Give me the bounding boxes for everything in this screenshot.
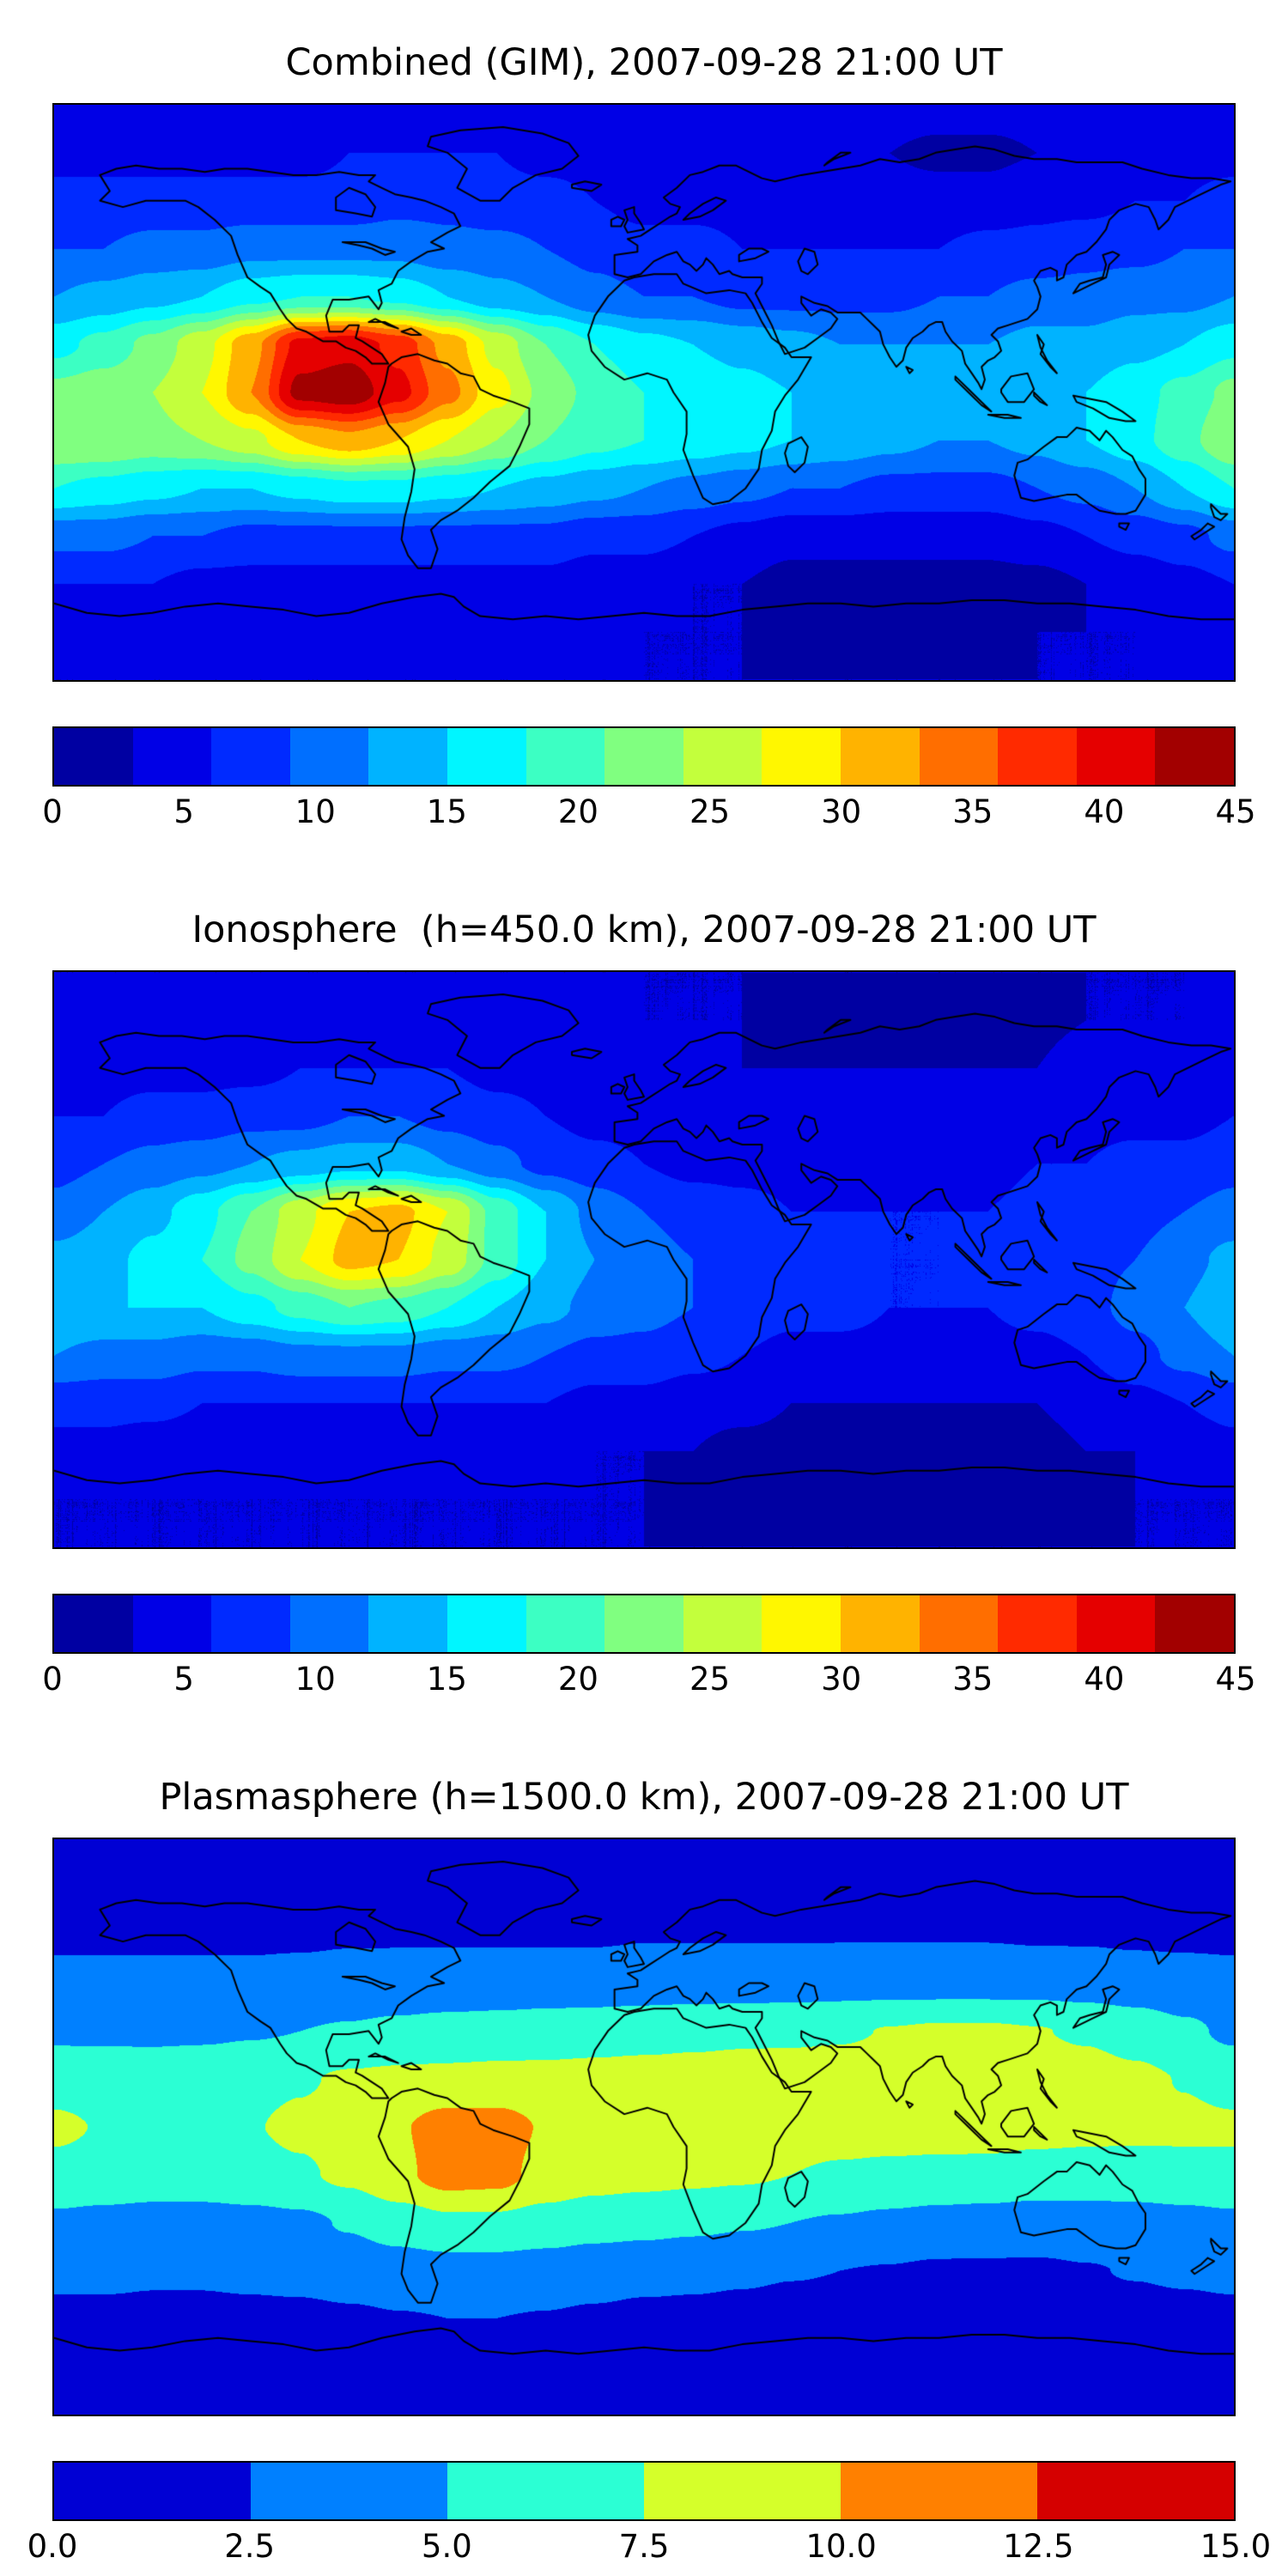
colorbar-tick-label: 35 xyxy=(952,1660,993,1698)
colorbar-segment xyxy=(683,727,762,785)
colorbar-tick-label: 0 xyxy=(42,1660,63,1698)
colorbar-segment xyxy=(998,1595,1077,1652)
colorbar-tick-label: 0.0 xyxy=(27,2527,78,2565)
colorbar-segment xyxy=(919,727,999,785)
colorbar-tick-label: 5.0 xyxy=(421,2527,472,2565)
colorbar-tick-label: 40 xyxy=(1084,793,1125,830)
colorbar-tick-label: 2.5 xyxy=(224,2527,276,2565)
colorbar xyxy=(52,1593,1236,1654)
colorbar-segment xyxy=(211,1595,290,1652)
colorbar-segment xyxy=(1155,727,1234,785)
colorbar-segment xyxy=(1037,2462,1234,2519)
colorbar-tick-label: 10 xyxy=(295,1660,336,1698)
colorbar-segment xyxy=(919,1595,999,1652)
colorbar-tick-label: 30 xyxy=(821,1660,862,1698)
colorbar-tick-label: 12.5 xyxy=(1003,2527,1074,2565)
colorbar-segment xyxy=(54,727,133,785)
colorbar-segment xyxy=(132,727,212,785)
colorbar-segment xyxy=(762,727,841,785)
colorbar-segment xyxy=(447,2462,644,2519)
colorbar-segment xyxy=(54,1595,133,1652)
panel-combined: Combined (GIM), 2007-09-28 21:00 UT 0 5 10… xyxy=(42,41,1255,838)
colorbar-tick-label: 20 xyxy=(557,1660,598,1698)
colorbar xyxy=(52,726,1236,787)
colorbar-segment xyxy=(998,727,1077,785)
colorbar-segment xyxy=(251,2462,447,2519)
colorbar-tick-label: 40 xyxy=(1084,1660,1125,1698)
colorbar-tick-labels: 0 5 10 15 20 25 30 35 40 45 xyxy=(42,1660,1255,1705)
colorbar-segment xyxy=(526,727,605,785)
colorbar-segment xyxy=(840,1595,920,1652)
colorbar-segment xyxy=(368,727,447,785)
colorbar-segment xyxy=(526,1595,605,1652)
ionosphere-map xyxy=(52,969,1236,1549)
panel-title: Ionosphere (h=450.0 km), 2007-09-28 21:0… xyxy=(191,908,1097,951)
colorbar-tick-label: 15 xyxy=(426,793,467,830)
colorbar-segment xyxy=(289,1595,369,1652)
colorbar-tick-label: 30 xyxy=(821,793,862,830)
colorbar-segment xyxy=(683,1595,762,1652)
colorbar-segment xyxy=(289,727,369,785)
colorbar-segment xyxy=(605,727,683,785)
colorbar-segment xyxy=(447,1595,526,1652)
colorbar-segment xyxy=(447,727,526,785)
plasmasphere-map xyxy=(52,1837,1236,2416)
colorbar-segment xyxy=(1076,727,1156,785)
colorbar-tick-labels: 0.0 2.5 5.0 7.5 10.0 12.5 15.0 xyxy=(27,2527,1272,2573)
colorbar-tick-label: 5 xyxy=(173,1660,194,1698)
colorbar-segment xyxy=(644,2462,841,2519)
colorbar-segment xyxy=(368,1595,447,1652)
colorbar-tick-label: 45 xyxy=(1215,793,1256,830)
colorbar-segment xyxy=(841,2462,1037,2519)
colorbar-tick-label: 25 xyxy=(690,793,731,830)
colorbar-tick-label: 25 xyxy=(690,1660,731,1698)
colorbar-tick-label: 45 xyxy=(1215,1660,1256,1698)
colorbar-tick-label: 20 xyxy=(557,793,598,830)
colorbar-tick-labels: 0 5 10 15 20 25 30 35 40 45 xyxy=(42,793,1255,838)
colorbar-tick-label: 0 xyxy=(42,793,63,830)
colorbar xyxy=(52,2460,1236,2521)
colorbar-tick-label: 10.0 xyxy=(805,2527,877,2565)
colorbar-segment xyxy=(211,727,290,785)
panel-ionosphere: Ionosphere (h=450.0 km), 2007-09-28 21:0… xyxy=(42,908,1255,1705)
colorbar-tick-label: 5 xyxy=(173,793,194,830)
colorbar-tick-label: 35 xyxy=(952,793,993,830)
colorbar-tick-label: 15 xyxy=(426,1660,467,1698)
colorbar-segment xyxy=(54,2462,251,2519)
panel-title: Combined (GIM), 2007-09-28 21:00 UT xyxy=(285,41,1003,84)
panel-title: Plasmasphere (h=1500.0 km), 2007-09-28 2… xyxy=(159,1776,1129,1819)
colorbar-segment xyxy=(605,1595,683,1652)
colorbar-segment xyxy=(762,1595,841,1652)
panel-plasmasphere: Plasmasphere (h=1500.0 km), 2007-09-28 2… xyxy=(27,1776,1272,2573)
colorbar-tick-label: 7.5 xyxy=(618,2527,670,2565)
colorbar-segment xyxy=(132,1595,212,1652)
colorbar-segment xyxy=(1155,1595,1234,1652)
combined-gim-map xyxy=(52,102,1236,682)
colorbar-tick-label: 15.0 xyxy=(1200,2527,1272,2565)
colorbar-segment xyxy=(840,727,920,785)
colorbar-tick-label: 10 xyxy=(295,793,336,830)
colorbar-segment xyxy=(1076,1595,1156,1652)
